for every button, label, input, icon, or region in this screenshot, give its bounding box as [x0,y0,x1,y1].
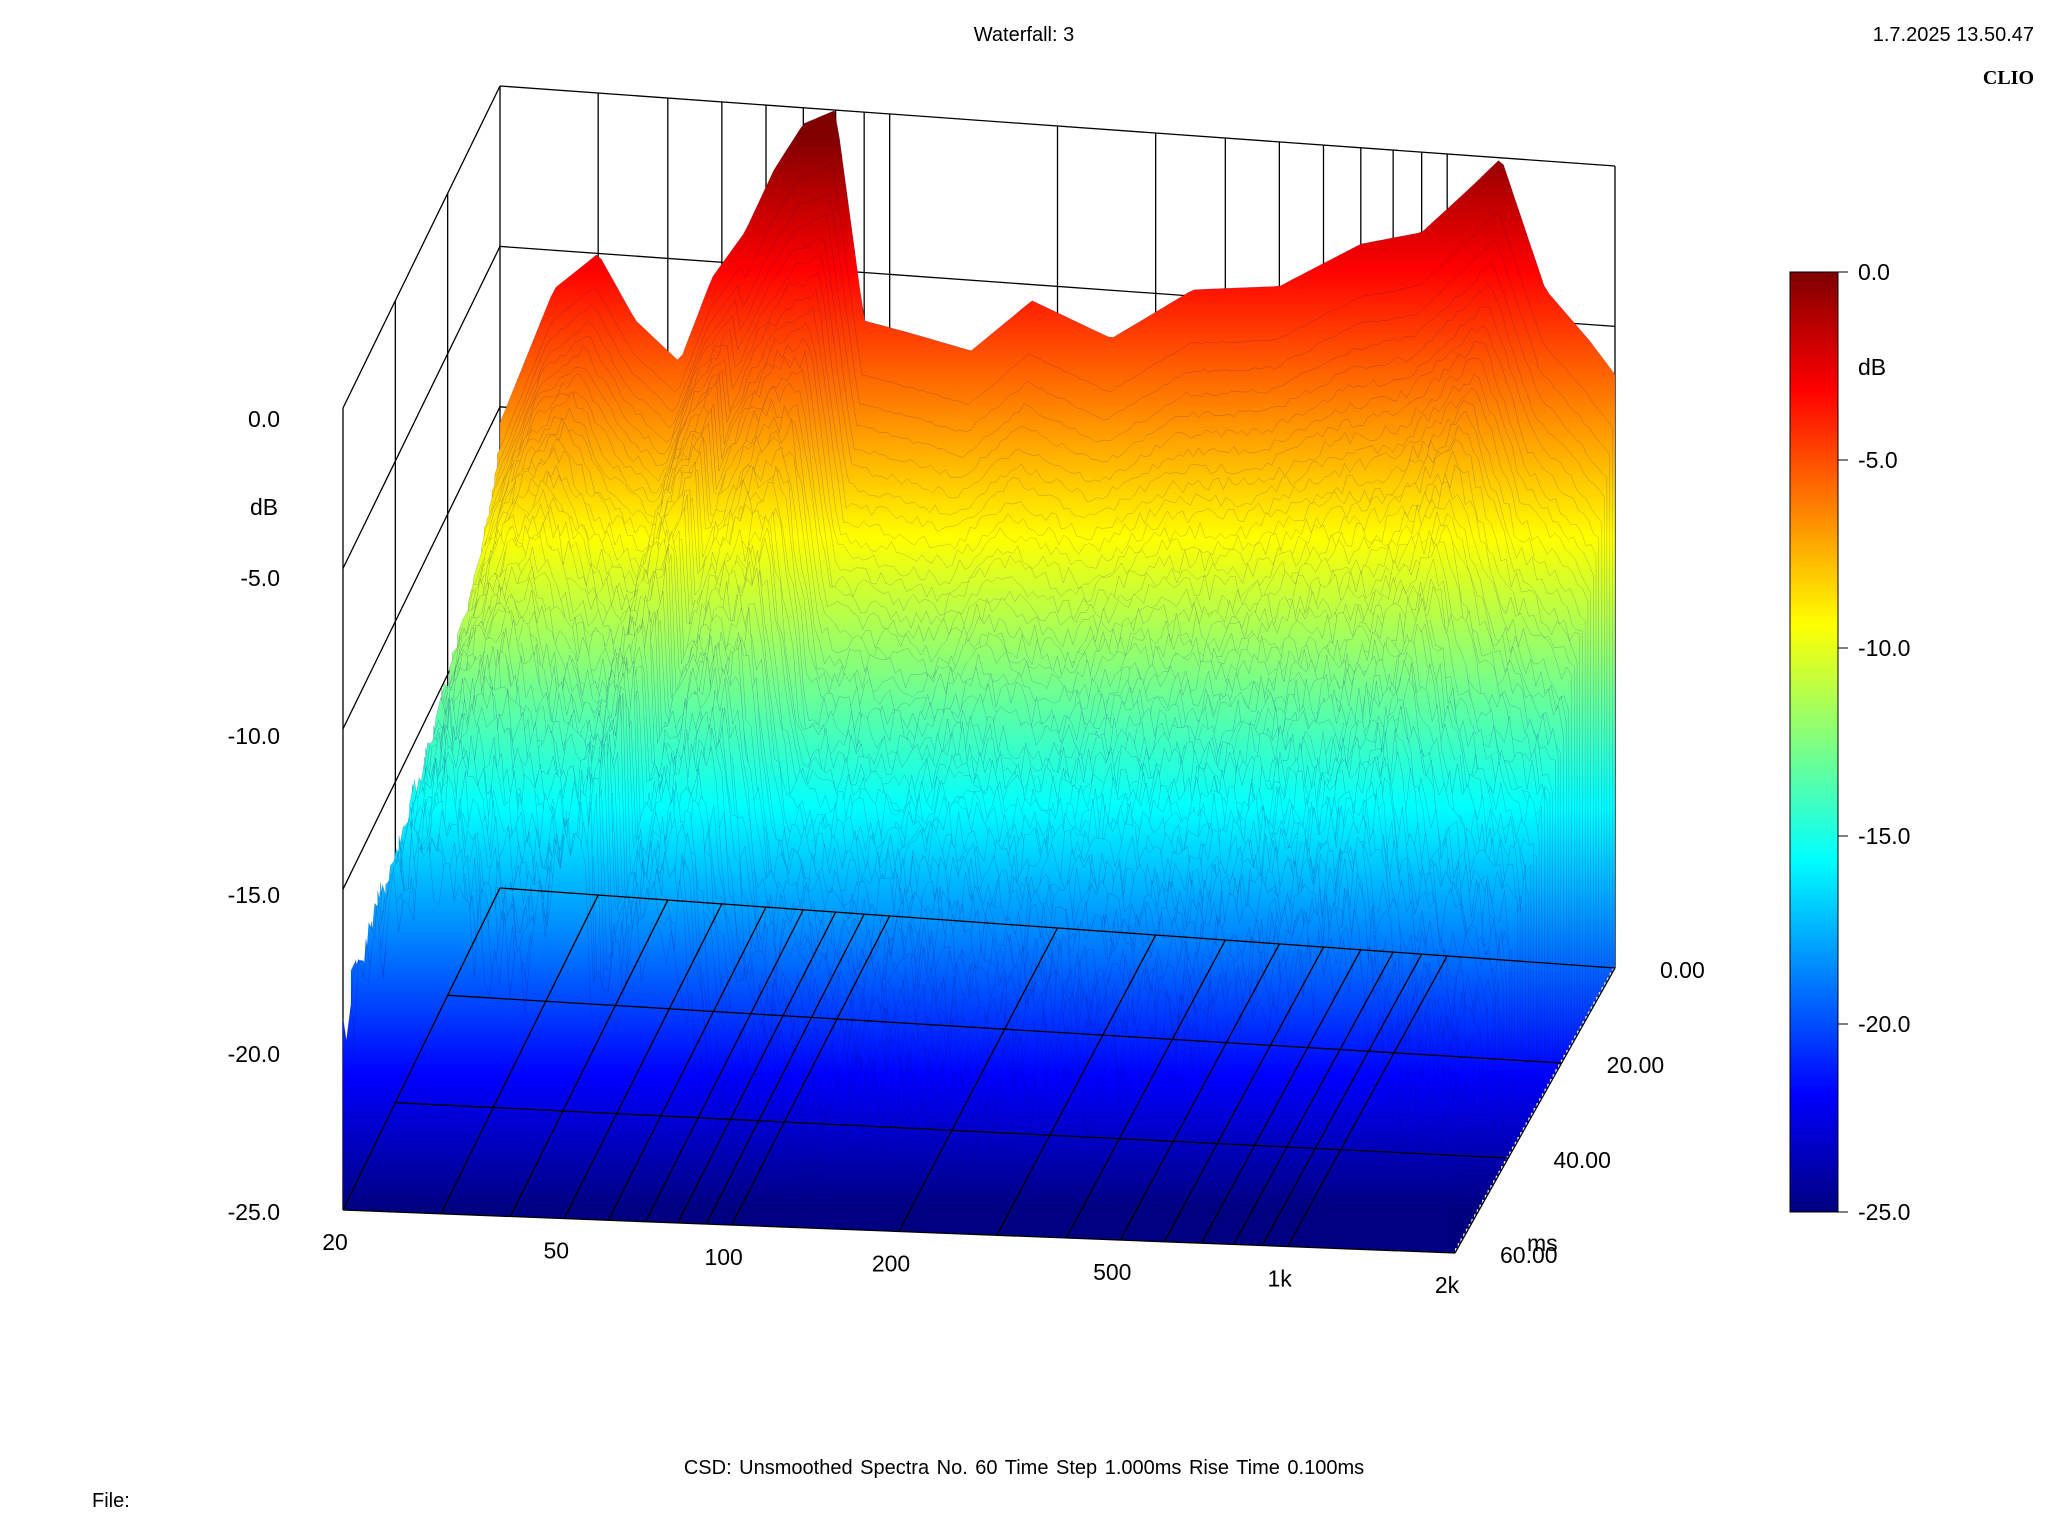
waterfall-surface [342,110,1616,1254]
db-unit-label: dB [250,494,278,520]
floor-frequency-line [1233,951,1394,1245]
time-unit-label: ms [1527,1230,1558,1256]
floor-frequency-line [1287,955,1448,1247]
floor-time-line [447,994,1562,1064]
time-tick-label: 40.00 [1553,1147,1611,1173]
floor-frequency-line [342,887,501,1211]
floor-frequency-line [563,903,723,1219]
floor-frequency-line [1454,967,1616,1254]
frequency-tick-label: 500 [1093,1259,1131,1285]
colorbar-tick-label: -20.0 [1858,1011,1910,1037]
frequency-tick-label: 50 [543,1238,569,1264]
db-tick-label: 0.0 [248,406,280,432]
time-axis: ms 0.00 20.00 40.00 60.00 [1500,957,1705,1268]
colorbar-tick-label: 0.0 [1858,259,1890,285]
frequency-tick-label: 20 [322,1229,348,1255]
file-label: File: [92,1490,130,1512]
frequency-tick-label: 1k [1267,1266,1292,1292]
floor-frequency-line [509,899,669,1217]
floor-frequency-line [898,927,1059,1232]
db-tick-label: -5.0 [240,565,280,591]
time-tick-label: 20.00 [1607,1052,1665,1078]
floor-frequency-line [1200,949,1362,1244]
db-axis: dB 0.0 -5.0 -10.0 -15.0 -20.0 -25.0 [228,406,280,1225]
db-tick-label: -20.0 [228,1041,280,1067]
side-wall-db-line [342,85,501,409]
colorbar: dB 0.0 -5.0 -10.0 -15.0 -20.0 -25.0 [1789,259,1910,1225]
db-tick-label: -25.0 [228,1199,280,1225]
colorbar-tick-label: -5.0 [1858,447,1898,473]
floor-time-line [499,887,1616,969]
colorbar-strip [1789,271,1839,1213]
time-tick-label: 0.00 [1660,957,1705,983]
colorbar-tick-label: -15.0 [1858,823,1910,849]
floor-frequency-line [1119,943,1280,1241]
axis-box-front [342,887,1616,1254]
db-tick-label: -10.0 [228,723,280,749]
floor-time-line [395,1102,1509,1159]
floor-frequency-line [996,934,1157,1236]
chart-title: Waterfall: 3 [973,24,1075,46]
floor-frequency-line [677,911,837,1224]
floor-frequency-line [607,906,767,1221]
time-tick-label: 60.00 [1500,1242,1558,1268]
frequency-tick-label: 100 [704,1244,742,1270]
measurement-settings: CSD: Unsmoothed Spectra No. 60 Time Step… [683,1457,1365,1479]
spectrum-slice [342,831,1456,1254]
brand-logo: CLIO [1982,67,2034,89]
side-wall-db-line [342,406,501,730]
floor-frequency-line [1065,939,1226,1239]
side-wall-db-line [342,246,501,569]
floor-frequency-line [705,913,865,1225]
floor-frequency-line [1261,953,1423,1246]
floor-frequency-line [1163,946,1325,1243]
colorbar-tick-label: -25.0 [1858,1199,1910,1225]
colorbar-tick-label: -10.0 [1858,635,1910,661]
frequency-tick-label: 200 [872,1251,910,1277]
db-tick-label: -15.0 [228,882,280,908]
floor-frequency-line [440,894,599,1215]
floor-frequency-line [644,909,804,1222]
floor-time-line [342,1209,1456,1254]
colorbar-unit-label: dB [1858,354,1886,380]
floor-frequency-line [731,915,891,1226]
frequency-axis: 20 50 100 200 500 1k 2k [322,1229,1459,1298]
timestamp: 1.7.2025 13.50.47 [1872,24,2034,46]
frequency-tick-label: 2k [1435,1272,1460,1298]
